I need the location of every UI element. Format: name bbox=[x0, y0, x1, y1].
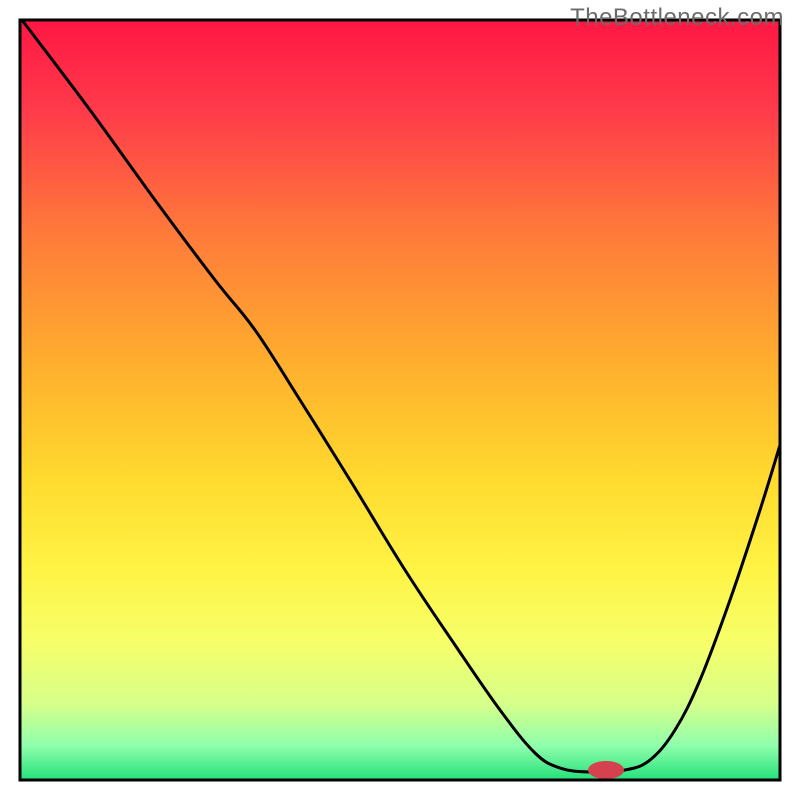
chart-container: TheBottleneck.com bbox=[0, 0, 800, 800]
bottleneck-chart bbox=[0, 0, 800, 800]
optimal-marker bbox=[588, 761, 624, 779]
watermark-text: TheBottleneck.com bbox=[570, 4, 784, 32]
gradient-background bbox=[20, 20, 780, 780]
